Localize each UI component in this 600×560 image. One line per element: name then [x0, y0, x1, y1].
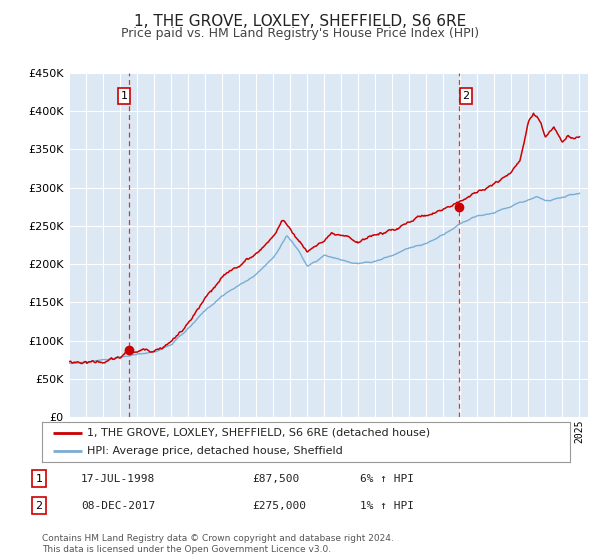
Text: 2: 2: [35, 501, 43, 511]
Text: £87,500: £87,500: [252, 474, 299, 484]
Text: £275,000: £275,000: [252, 501, 306, 511]
Text: This data is licensed under the Open Government Licence v3.0.: This data is licensed under the Open Gov…: [42, 545, 331, 554]
Text: 1: 1: [121, 91, 128, 101]
Text: 08-DEC-2017: 08-DEC-2017: [81, 501, 155, 511]
Text: 1, THE GROVE, LOXLEY, SHEFFIELD, S6 6RE: 1, THE GROVE, LOXLEY, SHEFFIELD, S6 6RE: [134, 14, 466, 29]
Text: Contains HM Land Registry data © Crown copyright and database right 2024.: Contains HM Land Registry data © Crown c…: [42, 534, 394, 543]
Text: 1% ↑ HPI: 1% ↑ HPI: [360, 501, 414, 511]
Text: HPI: Average price, detached house, Sheffield: HPI: Average price, detached house, Shef…: [87, 446, 343, 456]
Text: 6% ↑ HPI: 6% ↑ HPI: [360, 474, 414, 484]
Text: 17-JUL-1998: 17-JUL-1998: [81, 474, 155, 484]
Text: 2: 2: [463, 91, 470, 101]
Text: Price paid vs. HM Land Registry's House Price Index (HPI): Price paid vs. HM Land Registry's House …: [121, 27, 479, 40]
Text: 1, THE GROVE, LOXLEY, SHEFFIELD, S6 6RE (detached house): 1, THE GROVE, LOXLEY, SHEFFIELD, S6 6RE …: [87, 428, 430, 437]
Text: 1: 1: [35, 474, 43, 484]
